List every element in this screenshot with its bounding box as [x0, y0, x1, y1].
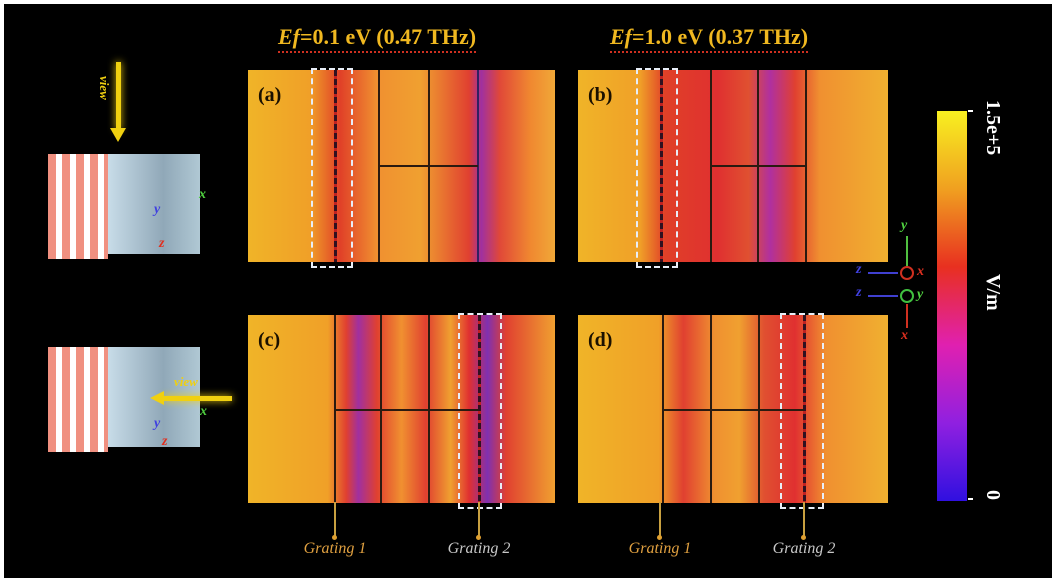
divider-line — [710, 165, 806, 167]
view-arrowhead-bottom — [150, 391, 164, 405]
triad-y-arrow — [906, 236, 908, 266]
grating-pointer-dot — [657, 535, 662, 540]
colorbar-tick-min — [968, 498, 973, 500]
grating-pointer — [478, 502, 480, 538]
title-symbol: Ef — [610, 24, 632, 49]
axis-y-label: y — [154, 416, 161, 431]
grating-stripes — [48, 154, 108, 259]
grating-stripes — [48, 347, 108, 452]
panel-a: (a) — [248, 70, 555, 262]
grating-pointer — [334, 502, 336, 538]
title-symbol: Ef — [278, 24, 300, 49]
divider-line — [662, 409, 804, 411]
axis-z-label: z — [159, 236, 165, 251]
grating-pointer — [659, 502, 661, 538]
colorbar-unit-label: V/m — [982, 274, 1004, 311]
column-title-ef-1.0: Ef=1.0 eV (0.37 THz) — [610, 24, 809, 53]
axis-x-label: x — [200, 404, 207, 419]
grating-2-line — [805, 70, 807, 262]
view-arrow-top — [116, 62, 121, 130]
triad-z-arrow — [868, 295, 898, 297]
grating-1-label: Grating 1 — [628, 540, 692, 557]
grating-pointer-dot — [801, 535, 806, 540]
triad-z-label: z — [856, 285, 862, 300]
axis-z-label: z — [162, 434, 168, 449]
divider-line — [378, 165, 478, 167]
view-label-bottom: view — [174, 374, 198, 389]
highlight-box — [311, 68, 353, 268]
grating-pointer-dot — [332, 535, 337, 540]
triad-y-out-icon — [900, 289, 914, 303]
title-text: =1.0 eV (0.37 THz) — [632, 24, 809, 49]
grating-pointer-dot — [476, 535, 481, 540]
grating-1-label: Grating 1 — [303, 540, 367, 557]
grating-2-label: Grating 2 — [772, 540, 836, 557]
divider-line — [334, 409, 478, 411]
panel-label: (a) — [258, 84, 282, 106]
colorbar — [937, 111, 967, 501]
panel-b: (b) — [578, 70, 888, 262]
view-arrowhead-top — [110, 128, 126, 142]
panel-c: (c) — [248, 315, 555, 503]
grating-1-line — [660, 70, 663, 262]
colorbar-max-label: 1.5e+5 — [982, 100, 1004, 156]
title-text: =0.1 eV (0.47 THz) — [300, 24, 477, 49]
grating-2-line — [478, 315, 481, 503]
highlight-box — [780, 313, 824, 509]
grating-2-line — [477, 70, 479, 262]
view-arrow-bottom — [164, 396, 232, 401]
grating-2-line — [803, 315, 806, 503]
device-cube-top — [48, 154, 200, 259]
grating-1-line — [334, 70, 337, 262]
colorbar-min-label: 0 — [982, 490, 1004, 500]
view-label-top: view — [97, 76, 112, 100]
cube-side — [108, 154, 200, 254]
grating-pointer — [803, 502, 805, 538]
highlight-box — [636, 68, 678, 268]
panel-label: (c) — [258, 329, 281, 351]
triad-x-arrow — [906, 304, 908, 328]
triad-x-label: x — [901, 328, 908, 343]
axis-x-label: x — [199, 187, 206, 202]
triad-y-label: y — [917, 287, 924, 302]
panel-label: (b) — [588, 84, 613, 106]
grating-2-label: Grating 2 — [447, 540, 511, 557]
figure-background: Ef=0.1 eV (0.47 THz) Ef=1.0 eV (0.37 THz… — [4, 4, 1052, 578]
panel-label: (d) — [588, 329, 613, 351]
triad-x-label: x — [917, 264, 924, 279]
axis-y-label: y — [154, 202, 161, 217]
column-title-ef-0.1: Ef=0.1 eV (0.47 THz) — [278, 24, 477, 53]
triad-y-label: y — [901, 218, 908, 233]
triad-x-out-icon — [900, 266, 914, 280]
highlight-box — [458, 313, 502, 509]
colorbar-tick-max — [968, 110, 973, 112]
panel-d: (d) — [578, 315, 888, 503]
triad-z-arrow — [868, 272, 898, 274]
triad-z-label: z — [856, 262, 862, 277]
